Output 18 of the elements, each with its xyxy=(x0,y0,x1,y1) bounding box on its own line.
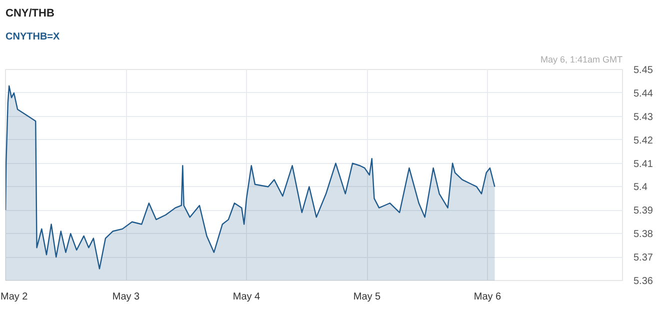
y-tick-label: 5.42 xyxy=(634,135,654,146)
x-tick-label: May 2 xyxy=(0,292,28,302)
y-tick-label: 5.37 xyxy=(634,252,654,264)
y-tick-label: 5.43 xyxy=(634,112,654,123)
y-tick-label: 5.45 xyxy=(634,65,654,76)
x-tick-label: May 3 xyxy=(112,292,140,302)
x-tick-label: May 6 xyxy=(474,292,502,302)
y-tick-label: 5.36 xyxy=(634,276,654,287)
y-tick-label: 5.4 xyxy=(634,182,648,194)
text: May 6, 1:41am GMT xyxy=(540,54,623,64)
y-tick-label: 5.38 xyxy=(634,229,654,240)
y-tick-label: 5.44 xyxy=(634,88,654,100)
x-tick-label: May 4 xyxy=(232,292,261,302)
y-tick-label: 5.41 xyxy=(634,158,654,170)
y-tick-label: 5.39 xyxy=(634,206,654,217)
text: CNYTHB=X xyxy=(6,32,60,42)
chart-title: CNY/THB xyxy=(6,8,54,20)
x-tick-label: May 5 xyxy=(353,292,382,302)
